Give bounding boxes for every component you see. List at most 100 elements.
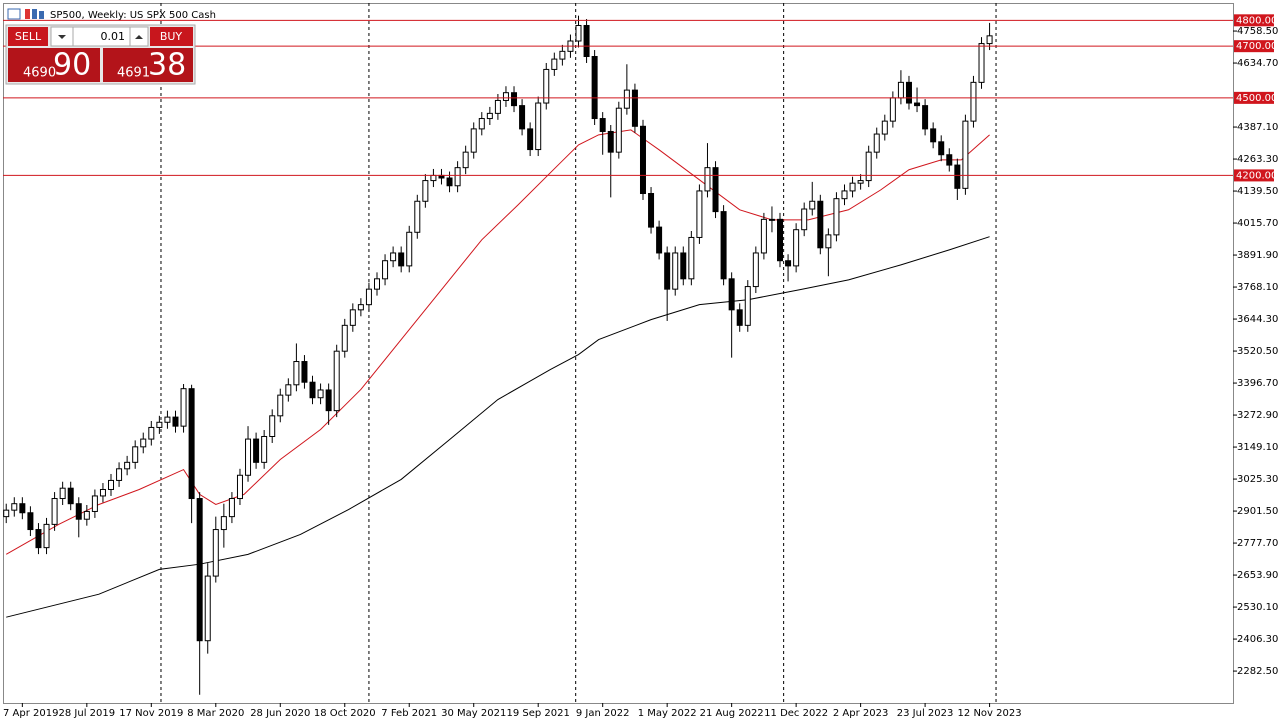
y-tick-label: 3768.10 bbox=[1237, 282, 1278, 293]
x-tick-label: 1 May 2022 bbox=[638, 708, 697, 719]
candle-body bbox=[986, 35, 993, 45]
candle-body bbox=[261, 435, 268, 463]
candle-body bbox=[293, 361, 300, 386]
candle-body bbox=[511, 92, 518, 107]
buy-price[interactable] bbox=[103, 48, 193, 82]
buy-button[interactable] bbox=[150, 27, 193, 46]
candle-body bbox=[897, 81, 904, 99]
y-tick-label: 2530.10 bbox=[1237, 602, 1278, 613]
candle-body bbox=[27, 512, 34, 531]
candle-body bbox=[35, 529, 42, 549]
candle-body bbox=[446, 177, 453, 187]
level-label: 4800.00 bbox=[1236, 15, 1277, 26]
candle-body bbox=[575, 24, 582, 42]
arrow-down bbox=[58, 35, 66, 39]
candle-body bbox=[269, 415, 276, 437]
level-tag bbox=[1234, 91, 1274, 104]
candle-body bbox=[478, 118, 485, 130]
candle-body bbox=[817, 200, 824, 249]
y-tick-label: 4139.50 bbox=[1237, 186, 1278, 197]
candle-body bbox=[67, 487, 74, 505]
candle-body bbox=[349, 309, 356, 326]
y-tick-label: 3025.30 bbox=[1237, 474, 1278, 485]
header: SP500, Weekly: US SPX 500 Cash bbox=[7, 8, 216, 21]
candles bbox=[3, 15, 993, 695]
candle-body bbox=[760, 218, 767, 254]
sell-label: SELL bbox=[15, 30, 42, 43]
candle-body bbox=[277, 394, 284, 417]
volume-value: 0.01 bbox=[101, 30, 126, 43]
candle-body bbox=[833, 198, 840, 236]
x-tick-label: 19 Sep 2021 bbox=[507, 708, 570, 719]
y-tick-label: 3149.10 bbox=[1237, 442, 1278, 453]
candle-body bbox=[83, 510, 90, 520]
candle-body bbox=[196, 498, 203, 642]
level-tag bbox=[1234, 169, 1274, 182]
y-tick-label: 4758.50 bbox=[1237, 26, 1278, 37]
y-tick-label: 4387.10 bbox=[1237, 122, 1278, 133]
icon bbox=[7, 8, 21, 20]
sell-price[interactable] bbox=[8, 48, 100, 82]
trade-panel: SELL 0.01 BUY 4690 90 4691 38 bbox=[5, 24, 196, 85]
candle-body bbox=[720, 211, 727, 280]
candle-body bbox=[841, 190, 848, 200]
candle-body bbox=[116, 468, 123, 481]
candle-body bbox=[688, 236, 695, 280]
candle-body bbox=[301, 361, 308, 383]
candle-body bbox=[527, 128, 534, 151]
candle-body bbox=[519, 105, 526, 130]
y-tick-label: 2901.50 bbox=[1237, 506, 1278, 517]
sell-button[interactable] bbox=[8, 27, 48, 46]
candle-body bbox=[140, 438, 147, 448]
candle-body bbox=[591, 56, 598, 120]
candle-body bbox=[801, 208, 808, 231]
x-tick-label: 30 May 2021 bbox=[441, 708, 506, 719]
candle-body bbox=[922, 105, 929, 130]
ask-big: 4691 bbox=[117, 66, 150, 81]
candle-body bbox=[559, 50, 566, 60]
candle-body bbox=[736, 309, 743, 326]
candle-body bbox=[873, 133, 880, 153]
candle-body bbox=[777, 218, 784, 262]
candle-body bbox=[357, 304, 364, 311]
level-tag bbox=[1234, 14, 1274, 27]
icon bbox=[32, 9, 37, 19]
candle-body bbox=[75, 503, 82, 520]
candle-body bbox=[132, 446, 139, 463]
candle-body bbox=[785, 260, 792, 267]
x-tick-label: 7 Feb 2021 bbox=[381, 708, 437, 719]
y-tick-label: 3644.30 bbox=[1237, 314, 1278, 325]
candle-body bbox=[124, 461, 131, 470]
candle-body bbox=[672, 252, 679, 290]
y-tick-label: 4015.70 bbox=[1237, 218, 1278, 229]
candle-body bbox=[752, 252, 759, 288]
buy-label: BUY bbox=[160, 30, 183, 43]
candle-body bbox=[462, 151, 469, 169]
y-tick-label: 3272.90 bbox=[1237, 410, 1278, 421]
x-tick-label: 21 Aug 2022 bbox=[700, 708, 764, 719]
candle-body bbox=[962, 120, 969, 189]
level-label: 4500.00 bbox=[1236, 93, 1277, 104]
y-tick-label: 4634.70 bbox=[1237, 58, 1278, 69]
candle-body bbox=[914, 102, 921, 107]
candle-body bbox=[91, 495, 98, 512]
x-tick-label: 11 Dec 2022 bbox=[764, 708, 828, 719]
candle-body bbox=[108, 479, 115, 490]
candle-body bbox=[704, 167, 711, 192]
candle-body bbox=[599, 118, 606, 132]
moving-average bbox=[5, 129, 990, 555]
candle-body bbox=[664, 252, 671, 290]
candle-body bbox=[768, 218, 775, 221]
candle-body bbox=[172, 416, 179, 427]
candle-body bbox=[470, 128, 477, 153]
candle-body bbox=[156, 421, 163, 428]
candle-body bbox=[204, 575, 211, 642]
candle-body bbox=[946, 154, 953, 166]
candle-body bbox=[406, 231, 413, 267]
x-tick-label: 9 Jan 2022 bbox=[576, 708, 630, 719]
candle-body bbox=[11, 503, 18, 511]
candle-body bbox=[607, 130, 614, 153]
x-tick-label: 12 Nov 2023 bbox=[958, 708, 1022, 719]
candle-body bbox=[639, 125, 646, 195]
y-tick-label: 2777.70 bbox=[1237, 538, 1278, 549]
